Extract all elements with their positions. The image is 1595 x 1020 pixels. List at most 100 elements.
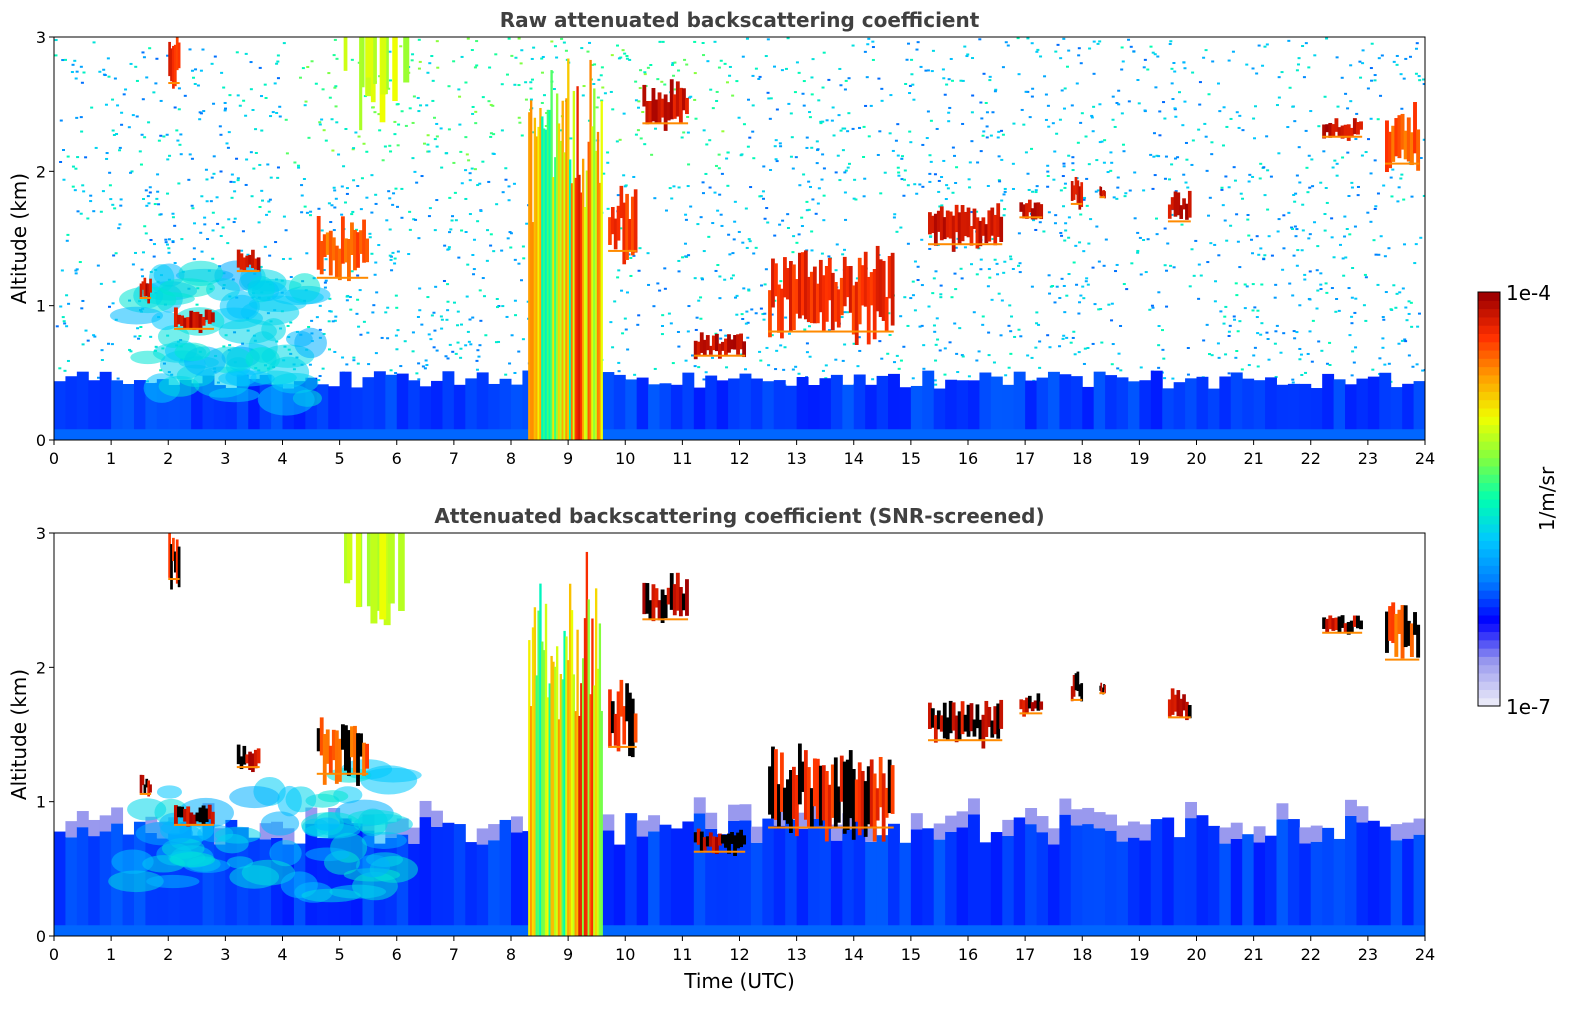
noise-cell <box>1328 341 1332 344</box>
noise-cell <box>465 153 469 156</box>
smoke_column-feature <box>531 222 535 440</box>
noise-cell <box>1367 138 1371 141</box>
noise-cell <box>636 106 640 109</box>
boundary-layer-cell <box>259 839 272 936</box>
noise-cell <box>352 359 356 362</box>
noise-cell <box>643 73 647 76</box>
noise-cell <box>456 324 460 327</box>
low-signal-cell <box>1345 799 1357 816</box>
noise-cell <box>1307 66 1311 69</box>
noise-cell <box>171 241 175 244</box>
noise-cell <box>621 49 625 52</box>
boundary-layer-cell <box>1242 834 1255 936</box>
noise-cell <box>1295 69 1299 72</box>
noise-cell <box>351 148 355 151</box>
noise-cell <box>276 60 280 63</box>
noise-cell <box>1287 39 1291 42</box>
cloud-feature <box>1397 115 1402 159</box>
noise-cell <box>127 126 131 129</box>
noise-cell <box>504 373 508 376</box>
noise-cell <box>1233 318 1237 321</box>
noise-cell <box>1405 319 1409 322</box>
noise-cell <box>108 171 112 174</box>
noise-cell <box>67 302 71 305</box>
noise-cell <box>1026 37 1030 40</box>
noise-cell <box>412 218 416 221</box>
cloud-feature <box>365 238 369 263</box>
noise-cell <box>1377 253 1381 256</box>
boundary-layer-cell <box>1013 371 1026 440</box>
noise-cell <box>1000 199 1004 202</box>
noise-cell <box>278 105 282 108</box>
noise-cell <box>693 365 697 368</box>
noise-cell <box>942 77 946 80</box>
cloud-feature <box>768 826 894 829</box>
noise-cell <box>702 250 706 253</box>
noise-cell <box>1311 319 1315 322</box>
noise-cell <box>481 160 485 163</box>
noise-cell <box>593 63 597 66</box>
noise-cell <box>439 315 443 318</box>
noise-cell <box>322 268 326 271</box>
noise-cell <box>416 96 420 99</box>
noise-cell <box>152 243 156 246</box>
noise-cell <box>940 204 944 207</box>
noise-cell <box>479 319 483 322</box>
cloud-feature <box>628 692 632 757</box>
noise-cell <box>910 73 914 76</box>
noise-cell <box>1383 363 1387 366</box>
cloud-feature <box>1099 692 1106 695</box>
cloud-feature <box>717 343 722 359</box>
colorbar-step <box>1478 507 1500 517</box>
noise-cell <box>1090 116 1094 119</box>
haze-feature <box>109 306 163 325</box>
noise-cell <box>877 77 881 80</box>
noise-cell <box>315 316 319 319</box>
noise-cell <box>296 164 300 167</box>
noise-cell <box>374 352 378 355</box>
noise-cell <box>329 221 333 224</box>
cloud-feature <box>660 589 665 623</box>
cloud-feature <box>957 212 962 245</box>
boundary-layer-cell <box>1333 379 1346 440</box>
noise-cell <box>1353 311 1357 314</box>
noise-cell <box>701 41 705 44</box>
noise-cell <box>807 180 811 183</box>
noise-cell <box>81 299 85 302</box>
noise-cell <box>307 136 311 139</box>
boundary-layer-cell <box>202 819 215 936</box>
noise-cell <box>1335 56 1339 59</box>
noise-cell <box>244 52 248 55</box>
noise-cell <box>1034 191 1038 194</box>
haze-feature <box>158 375 200 397</box>
cloud-feature <box>708 832 713 847</box>
noise-cell <box>1077 351 1081 354</box>
cloud-feature <box>145 283 149 297</box>
noise-cell <box>265 213 269 216</box>
noise-cell <box>252 167 256 170</box>
noise-cell <box>935 317 939 320</box>
noise-cell <box>1319 181 1323 184</box>
noise-cell <box>71 185 75 188</box>
low-signal-cell <box>76 811 89 828</box>
noise-cell <box>183 94 187 97</box>
noise-cell <box>251 108 255 111</box>
noise-cell <box>844 169 848 172</box>
virga-feature <box>359 37 363 131</box>
noise-cell <box>133 251 137 254</box>
smoke_column-feature <box>570 183 574 440</box>
noise-cell <box>1308 330 1312 333</box>
noise-cell <box>740 153 744 156</box>
noise-cell <box>747 238 751 241</box>
noise-cell <box>200 195 204 198</box>
noise-cell <box>627 253 631 256</box>
smoke_column-feature <box>600 100 603 440</box>
noise-cell <box>1221 204 1225 207</box>
noise-cell <box>933 330 937 333</box>
noise-cell <box>1058 118 1062 121</box>
noise-cell <box>1350 186 1354 189</box>
boundary-layer-cell <box>408 843 421 936</box>
noise-cell <box>819 120 823 123</box>
boundary-layer-cell <box>613 374 626 440</box>
boundary-layer-cell <box>1093 371 1106 440</box>
